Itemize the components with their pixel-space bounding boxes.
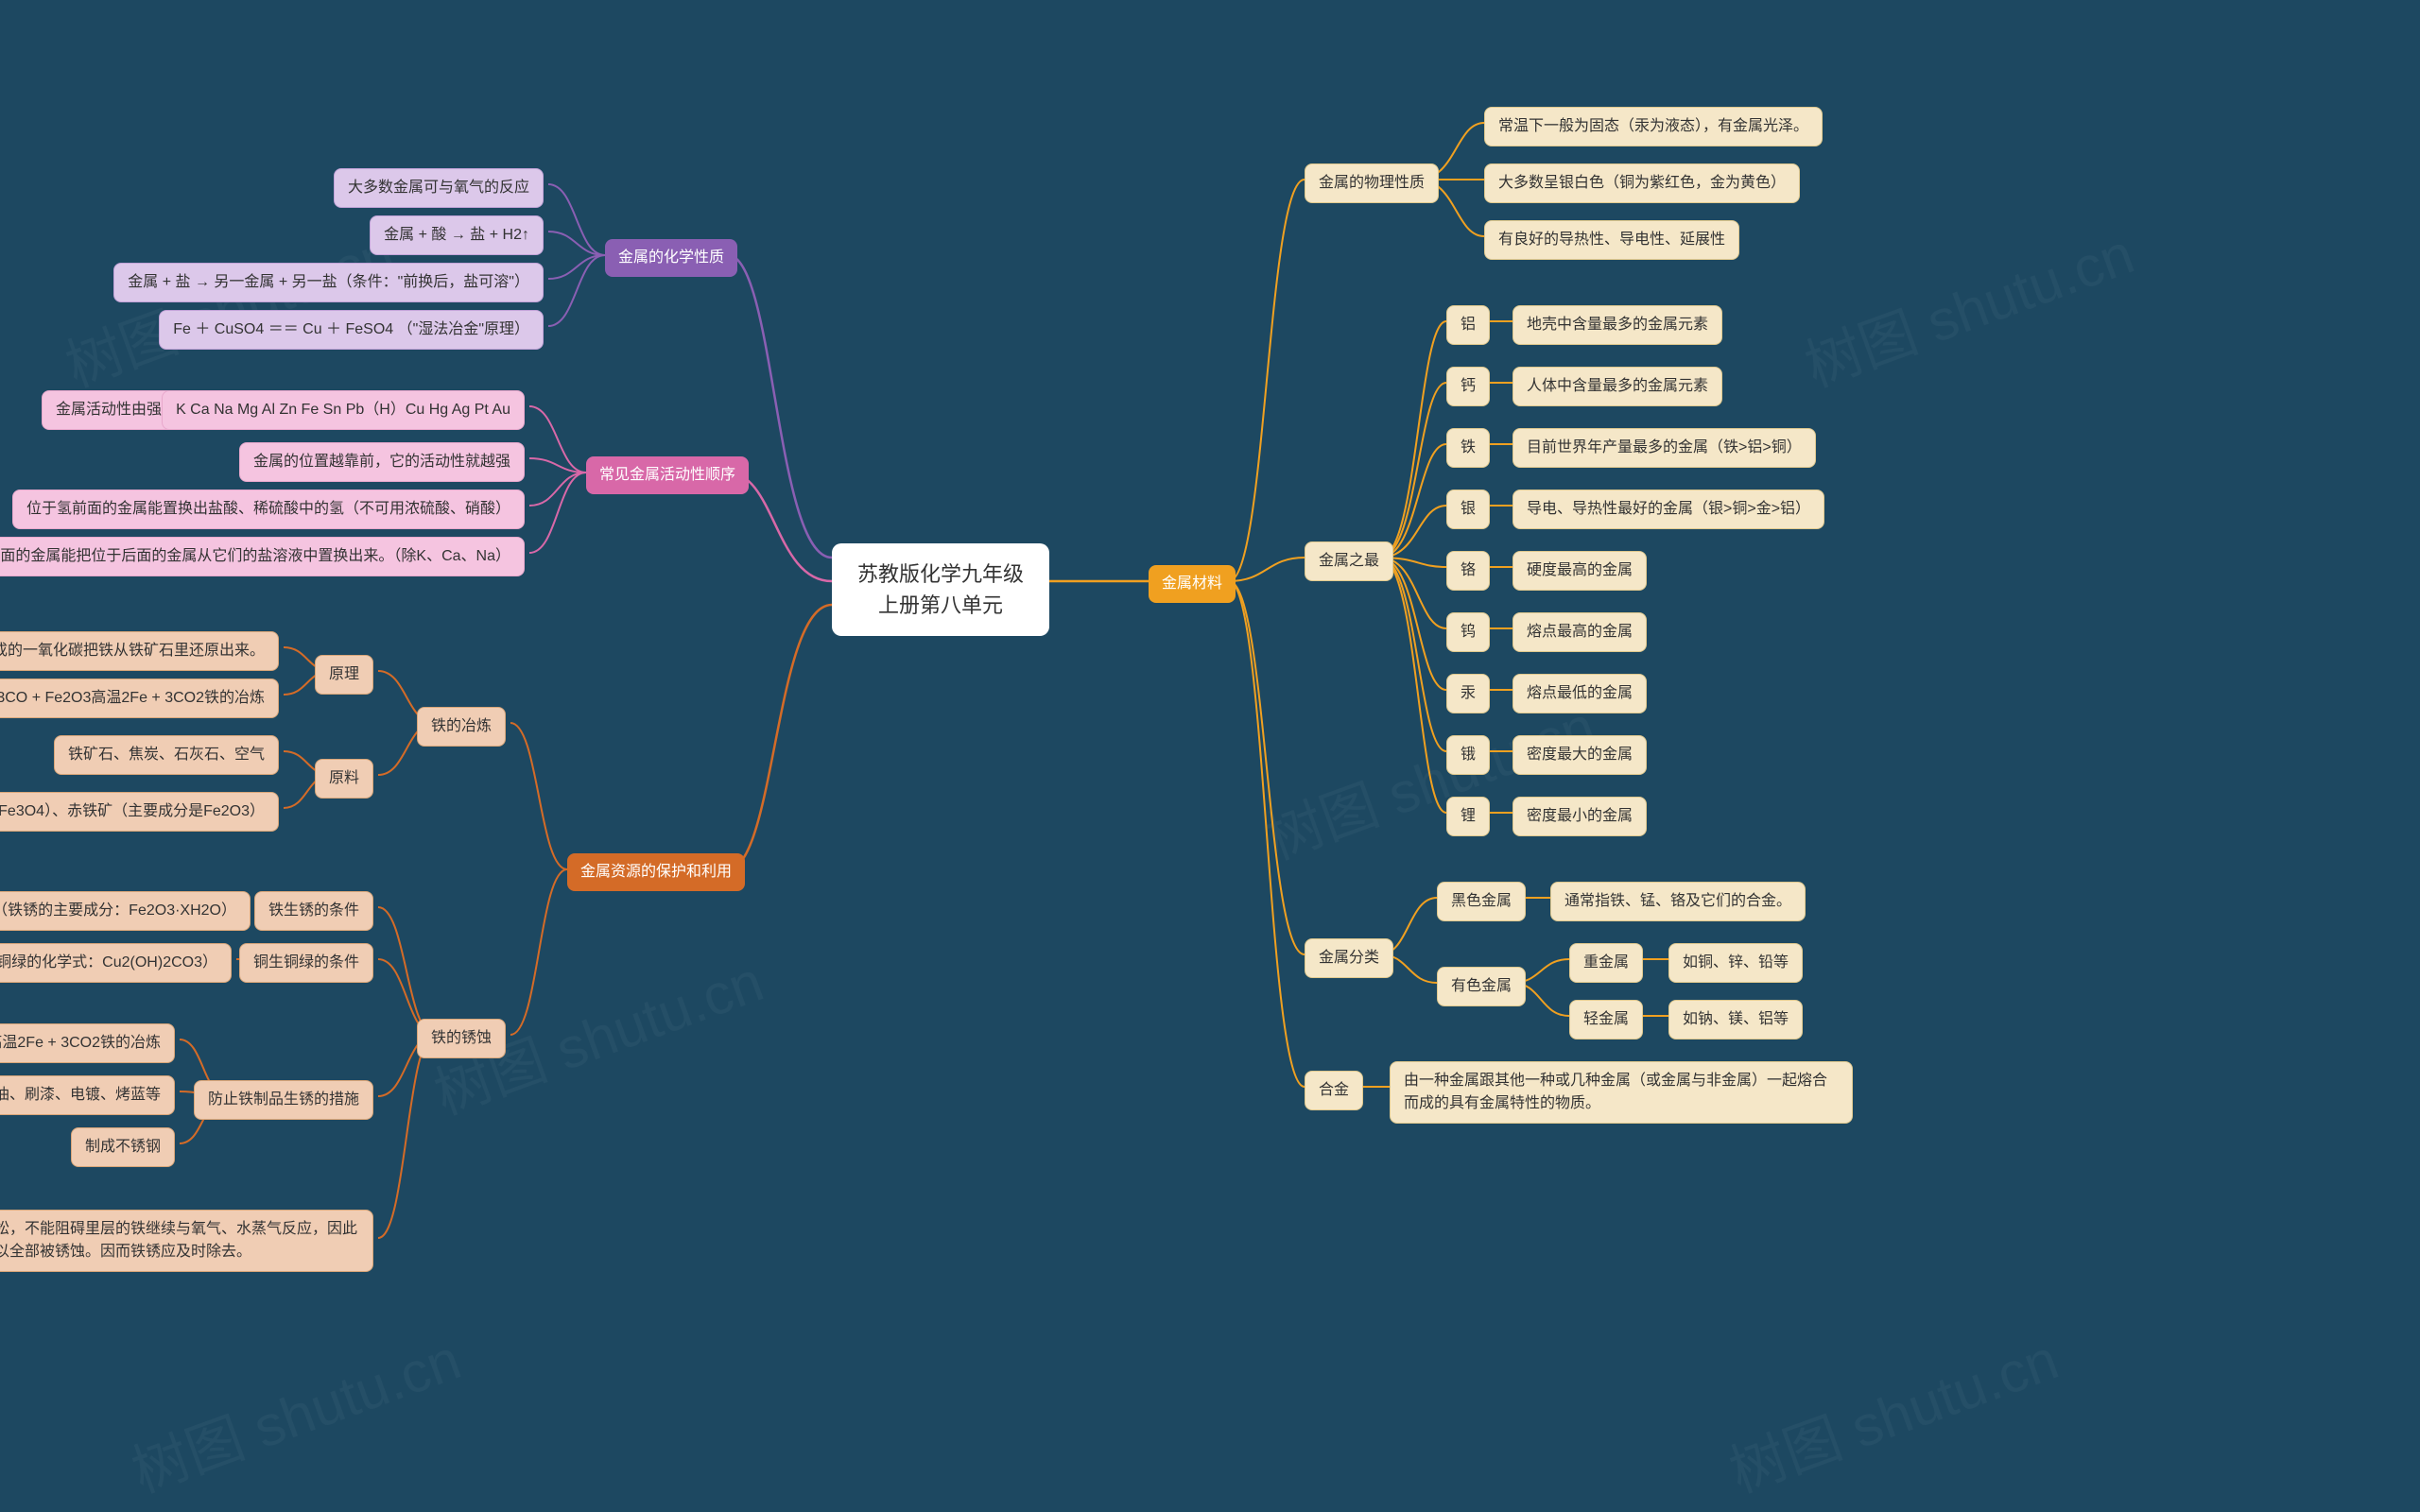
best-v-0: 地壳中含量最多的金属元素	[1512, 305, 1722, 345]
connectors	[0, 0, 2420, 1512]
prevent-leaf-0: 保持铁制品表面的清洁、干燥3CO + Fe2O3高温2Fe + 3CO2铁的冶炼	[0, 1023, 175, 1063]
best-k-2: 铁	[1446, 428, 1490, 468]
watermark: 树图 shutu.cn	[53, 208, 404, 403]
chem-leaf-3: Fe ＋ CuSO4 ＝＝ Cu ＋ FeSO4 （"湿法冶金"原理）	[159, 310, 544, 350]
activity-leaf-0: 金属的位置越靠前，它的活动性就越强	[239, 442, 525, 482]
best-v-8: 密度最小的金属	[1512, 797, 1647, 836]
light-k: 轻金属	[1569, 1000, 1643, 1040]
heavy-v: 如铜、锌、铅等	[1668, 943, 1803, 983]
phys-leaf-2: 有良好的导热性、导电性、延展性	[1484, 220, 1739, 260]
smelt-node[interactable]: 铁的冶炼	[417, 707, 506, 747]
material-node[interactable]: 原料	[315, 759, 373, 799]
copper-cond-v: 铜与O2、水、CO2接触。铜绿的化学式：Cu2(OH)2CO3）	[0, 943, 232, 983]
classify-black-v: 通常指铁、锰、铬及它们的合金。	[1550, 882, 1806, 921]
copper-cond-k: 铜生铜绿的条件	[239, 943, 373, 983]
iron-cond-v: 铁与O2、水接触（铁锈的主要成分：Fe2O3·XH2O）	[0, 891, 251, 931]
rust-note: 铁锈很疏松，不能阻碍里层的铁继续与氧气、水蒸气反应，因此铁制品可以全部被锈蚀。因…	[0, 1210, 373, 1272]
best-v-4: 硬度最高的金属	[1512, 551, 1647, 591]
metal-best-node[interactable]: 金属之最	[1305, 541, 1393, 581]
best-v-7: 密度最大的金属	[1512, 735, 1647, 775]
phys-leaf-1: 大多数呈银白色（铜为紫红色，金为黄色）	[1484, 163, 1800, 203]
chem-leaf-2: 金属 + 盐 → 另一金属 + 另一盐（条件："前换后，盐可溶"）	[113, 263, 544, 302]
rust-node[interactable]: 铁的锈蚀	[417, 1019, 506, 1058]
best-v-5: 熔点最高的金属	[1512, 612, 1647, 652]
chem-leaf-0: 大多数金属可与氧气的反应	[334, 168, 544, 208]
prevent-leaf-2: 制成不锈钢	[71, 1127, 175, 1167]
best-v-6: 熔点最低的金属	[1512, 674, 1647, 713]
principle-node[interactable]: 原理	[315, 655, 373, 695]
material-leaf-1: 常见的铁矿石有磁铁矿（主要成分是Fe3O4）、赤铁矿（主要成分是Fe2O3）	[0, 792, 279, 832]
best-k-1: 钙	[1446, 367, 1490, 406]
best-v-2: 目前世界年产量最多的金属（铁>铝>铜）	[1512, 428, 1816, 468]
activity-leaf-2: 位于前面的金属能把位于后面的金属从它们的盐溶液中置换出来。（除K、Ca、Na）	[0, 537, 525, 576]
activity-main-v: K Ca Na Mg Al Zn Fe Sn Pb（H）Cu Hg Ag Pt …	[162, 390, 525, 430]
classify-black-k: 黑色金属	[1437, 882, 1526, 921]
best-k-4: 铬	[1446, 551, 1490, 591]
best-v-3: 导电、导热性最好的金属（银>铜>金>铝）	[1512, 490, 1824, 529]
light-v: 如钠、镁、铝等	[1668, 1000, 1803, 1040]
material-leaf-0: 铁矿石、焦炭、石灰石、空气	[54, 735, 279, 775]
best-k-0: 铝	[1446, 305, 1490, 345]
watermark: 树图 shutu.cn	[119, 1314, 470, 1508]
best-k-6: 汞	[1446, 674, 1490, 713]
root-node[interactable]: 苏教版化学九年级上册第八单元	[832, 543, 1049, 636]
prevent-leaf-1: 表面涂保护膜：如涂油、刷漆、电镀、烤蓝等	[0, 1075, 175, 1115]
best-v-1: 人体中含量最多的金属元素	[1512, 367, 1722, 406]
metal-classify-node[interactable]: 金属分类	[1305, 938, 1393, 978]
principle-leaf-1: 3CO + Fe2O3高温2Fe + 3CO2铁的冶炼	[0, 679, 279, 718]
chemical-node[interactable]: 金属的化学性质	[605, 239, 737, 277]
prevent-node[interactable]: 防止铁制品生锈的措施	[194, 1080, 373, 1120]
resource-node[interactable]: 金属资源的保护和利用	[567, 853, 745, 891]
best-k-7: 锇	[1446, 735, 1490, 775]
alloy-k: 合金	[1305, 1071, 1363, 1110]
physical-props-node[interactable]: 金属的物理性质	[1305, 163, 1439, 203]
materials-node[interactable]: 金属材料	[1149, 565, 1236, 603]
alloy-v: 由一种金属跟其他一种或几种金属（或金属与非金属）一起熔合而成的具有金属特性的物质…	[1390, 1061, 1853, 1124]
best-k-8: 锂	[1446, 797, 1490, 836]
watermark: 树图 shutu.cn	[1717, 1314, 2067, 1508]
classify-color-node[interactable]: 有色金属	[1437, 967, 1526, 1006]
principle-leaf-0: 在高温下，利用焦炭与氧气反应生成的一氧化碳把铁从铁矿石里还原出来。	[0, 631, 279, 671]
heavy-k: 重金属	[1569, 943, 1643, 983]
best-k-5: 钨	[1446, 612, 1490, 652]
watermark: 树图 shutu.cn	[1792, 208, 2143, 403]
activity-leaf-1: 位于氢前面的金属能置换出盐酸、稀硫酸中的氢（不可用浓硫酸、硝酸）	[12, 490, 525, 529]
chem-leaf-1: 金属 + 酸 → 盐 + H2↑	[370, 215, 544, 255]
activity-node[interactable]: 常见金属活动性顺序	[586, 456, 749, 494]
phys-leaf-0: 常温下一般为固态（汞为液态），有金属光泽。	[1484, 107, 1823, 146]
best-k-3: 银	[1446, 490, 1490, 529]
iron-cond-k: 铁生锈的条件	[254, 891, 373, 931]
